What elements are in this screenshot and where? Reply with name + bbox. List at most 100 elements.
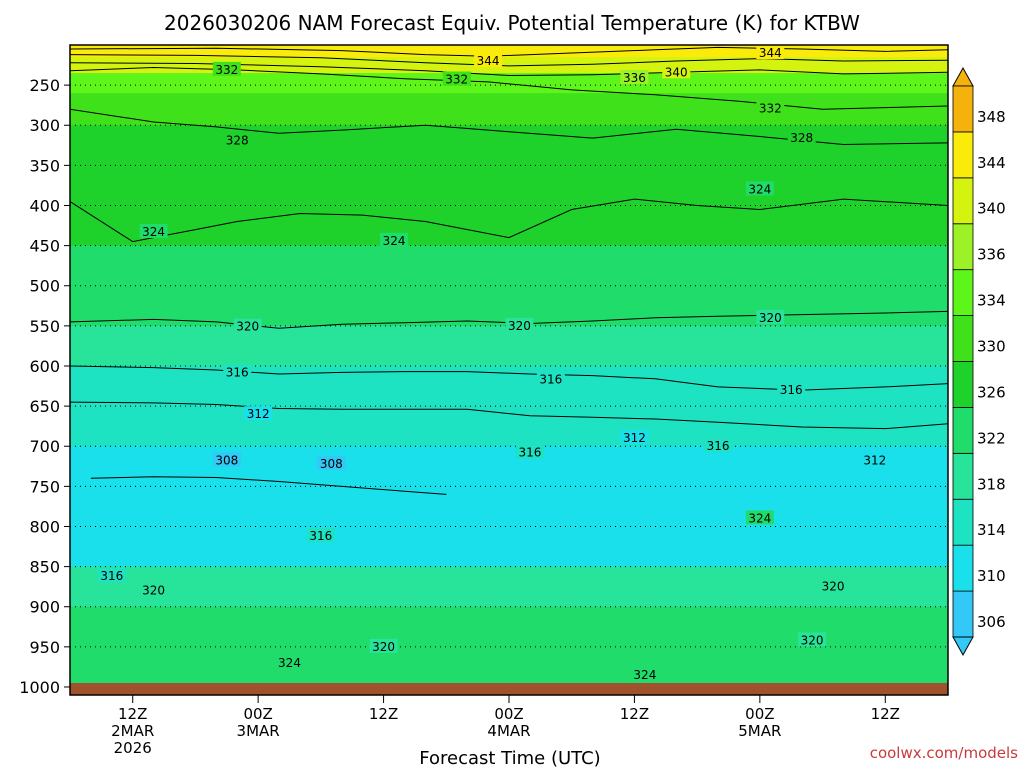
- contour-label-bg: [630, 666, 659, 681]
- contour-label: 324: [748, 182, 771, 196]
- x-tick-label: 12Z: [369, 705, 398, 723]
- contour-label: 312: [247, 407, 270, 421]
- contour-label-group: 320: [505, 317, 534, 333]
- contour-label-group: 308: [317, 455, 346, 471]
- contour-label-group: 320: [369, 638, 398, 654]
- contour-label-bg: [139, 223, 168, 238]
- y-tick-label: 650: [29, 397, 60, 416]
- y-tick-label: 750: [29, 477, 60, 496]
- contour-label-bg: [139, 582, 168, 597]
- band-theta-345: [70, 45, 948, 59]
- y-tick-label: 700: [29, 437, 60, 456]
- contour-label-bg: [620, 69, 649, 84]
- colorbar-label: 326: [977, 383, 1006, 401]
- contour-label-bg: [505, 317, 534, 332]
- colorbar-label: 322: [977, 429, 1006, 447]
- contour-label: 320: [142, 584, 165, 598]
- contour-label-group: 316: [223, 364, 252, 379]
- contour-label-group: 336: [620, 69, 649, 85]
- contour-label: 340: [665, 65, 688, 79]
- colorbar-label: 330: [977, 338, 1006, 356]
- band-theta-317: [70, 365, 948, 408]
- band-theta-332: [70, 93, 948, 127]
- contour-label-bg: [787, 130, 816, 145]
- contour-label-group: 312: [620, 430, 649, 445]
- contour-label-group: 316: [515, 444, 544, 460]
- contour-label: 344: [477, 54, 500, 68]
- x-tick-label: 00Z: [745, 705, 774, 723]
- contour-label: 336: [623, 71, 646, 85]
- contour-label-bg: [777, 382, 806, 397]
- x-tick-label: 2MAR: [111, 722, 154, 740]
- y-tick-label: 400: [29, 196, 60, 215]
- contour-label-group: 344: [474, 53, 503, 68]
- y-tick-label: 800: [29, 517, 60, 536]
- contour-label-bg: [756, 45, 785, 60]
- x-tick-label: 12Z: [620, 705, 649, 723]
- contour-label-bg: [704, 438, 733, 453]
- contour-label-bg: [380, 232, 409, 247]
- contour-label-bg: [860, 452, 889, 467]
- contour-label-bg: [212, 61, 241, 76]
- contour-labels: 344 344 340 336 332 332 332 328 328 324 324 324 320 3…: [97, 45, 889, 682]
- contour-label-group: 320: [819, 578, 848, 594]
- contour-label: 308: [320, 457, 343, 471]
- contour-label-group: 324: [380, 232, 409, 248]
- contour-label-group: 324: [139, 223, 168, 239]
- contour-label: 320: [822, 580, 845, 594]
- x-tick-label: 3MAR: [237, 722, 280, 740]
- contour-324: [70, 198, 948, 243]
- colorbar: 306 310 314 318 322 326 330 334 336 340 344 348: [952, 66, 1006, 657]
- x-tick-label: 5MAR: [738, 722, 781, 740]
- contour-label-bg: [244, 406, 273, 421]
- band-theta-310: [70, 486, 948, 528]
- contour-label: 332: [215, 63, 238, 77]
- y-tick-label: 500: [29, 277, 60, 296]
- contour-label-bg: [819, 578, 848, 593]
- plot-area: 344 344 340 336 332 332 332 328 328 324 324 324 320 3…: [70, 45, 948, 695]
- colorbar-label: 334: [977, 292, 1006, 310]
- contour-label: 316: [780, 383, 803, 397]
- colorbar-label: 310: [977, 567, 1006, 585]
- y-tick-label: 850: [29, 558, 60, 577]
- contour-label-group: 332: [442, 71, 471, 87]
- contour-label-bg: [756, 309, 785, 324]
- contour-label-bg: [474, 53, 503, 68]
- contour-328: [70, 108, 948, 146]
- colorbar-label: 336: [977, 246, 1006, 264]
- colorbar-label: 306: [977, 613, 1006, 631]
- band-theta-327: [70, 165, 948, 207]
- contour-label-bg: [306, 528, 335, 543]
- contour-label-bg: [223, 132, 252, 147]
- contour-312: [70, 401, 948, 430]
- contour-label-bg: [756, 100, 785, 115]
- contour-label: 316: [707, 439, 730, 453]
- contour-label: 308: [215, 454, 238, 468]
- contour-344: [70, 46, 948, 57]
- colorbar-label: 348: [977, 108, 1006, 126]
- contour-label-group: 324: [745, 510, 774, 525]
- band-theta-326: [70, 205, 948, 247]
- filled-contour-bands: [70, 45, 948, 695]
- colorbar-swatch: [952, 315, 974, 362]
- band-theta-318: [70, 566, 948, 608]
- contour-label-group: 328: [223, 132, 252, 147]
- contour-label: 316: [226, 365, 249, 379]
- contour-label-group: 316: [704, 438, 733, 453]
- contour-label: 344: [759, 46, 782, 60]
- contour-label-group: 308: [212, 452, 241, 468]
- y-tick-label: 350: [29, 156, 60, 175]
- colorbar-swatch: [952, 544, 974, 592]
- x-tick-label: 2026: [114, 739, 152, 757]
- colorbar-swatch: [952, 361, 974, 408]
- contour-label-bg: [662, 64, 691, 79]
- contour-label: 328: [790, 131, 813, 145]
- surface-terrain: [70, 683, 948, 695]
- contour-label-group: 312: [244, 406, 273, 421]
- contour-336: [70, 62, 948, 77]
- contour-label: 320: [508, 319, 531, 333]
- colorbar-label: 318: [977, 475, 1006, 493]
- band-theta-313: [70, 526, 948, 568]
